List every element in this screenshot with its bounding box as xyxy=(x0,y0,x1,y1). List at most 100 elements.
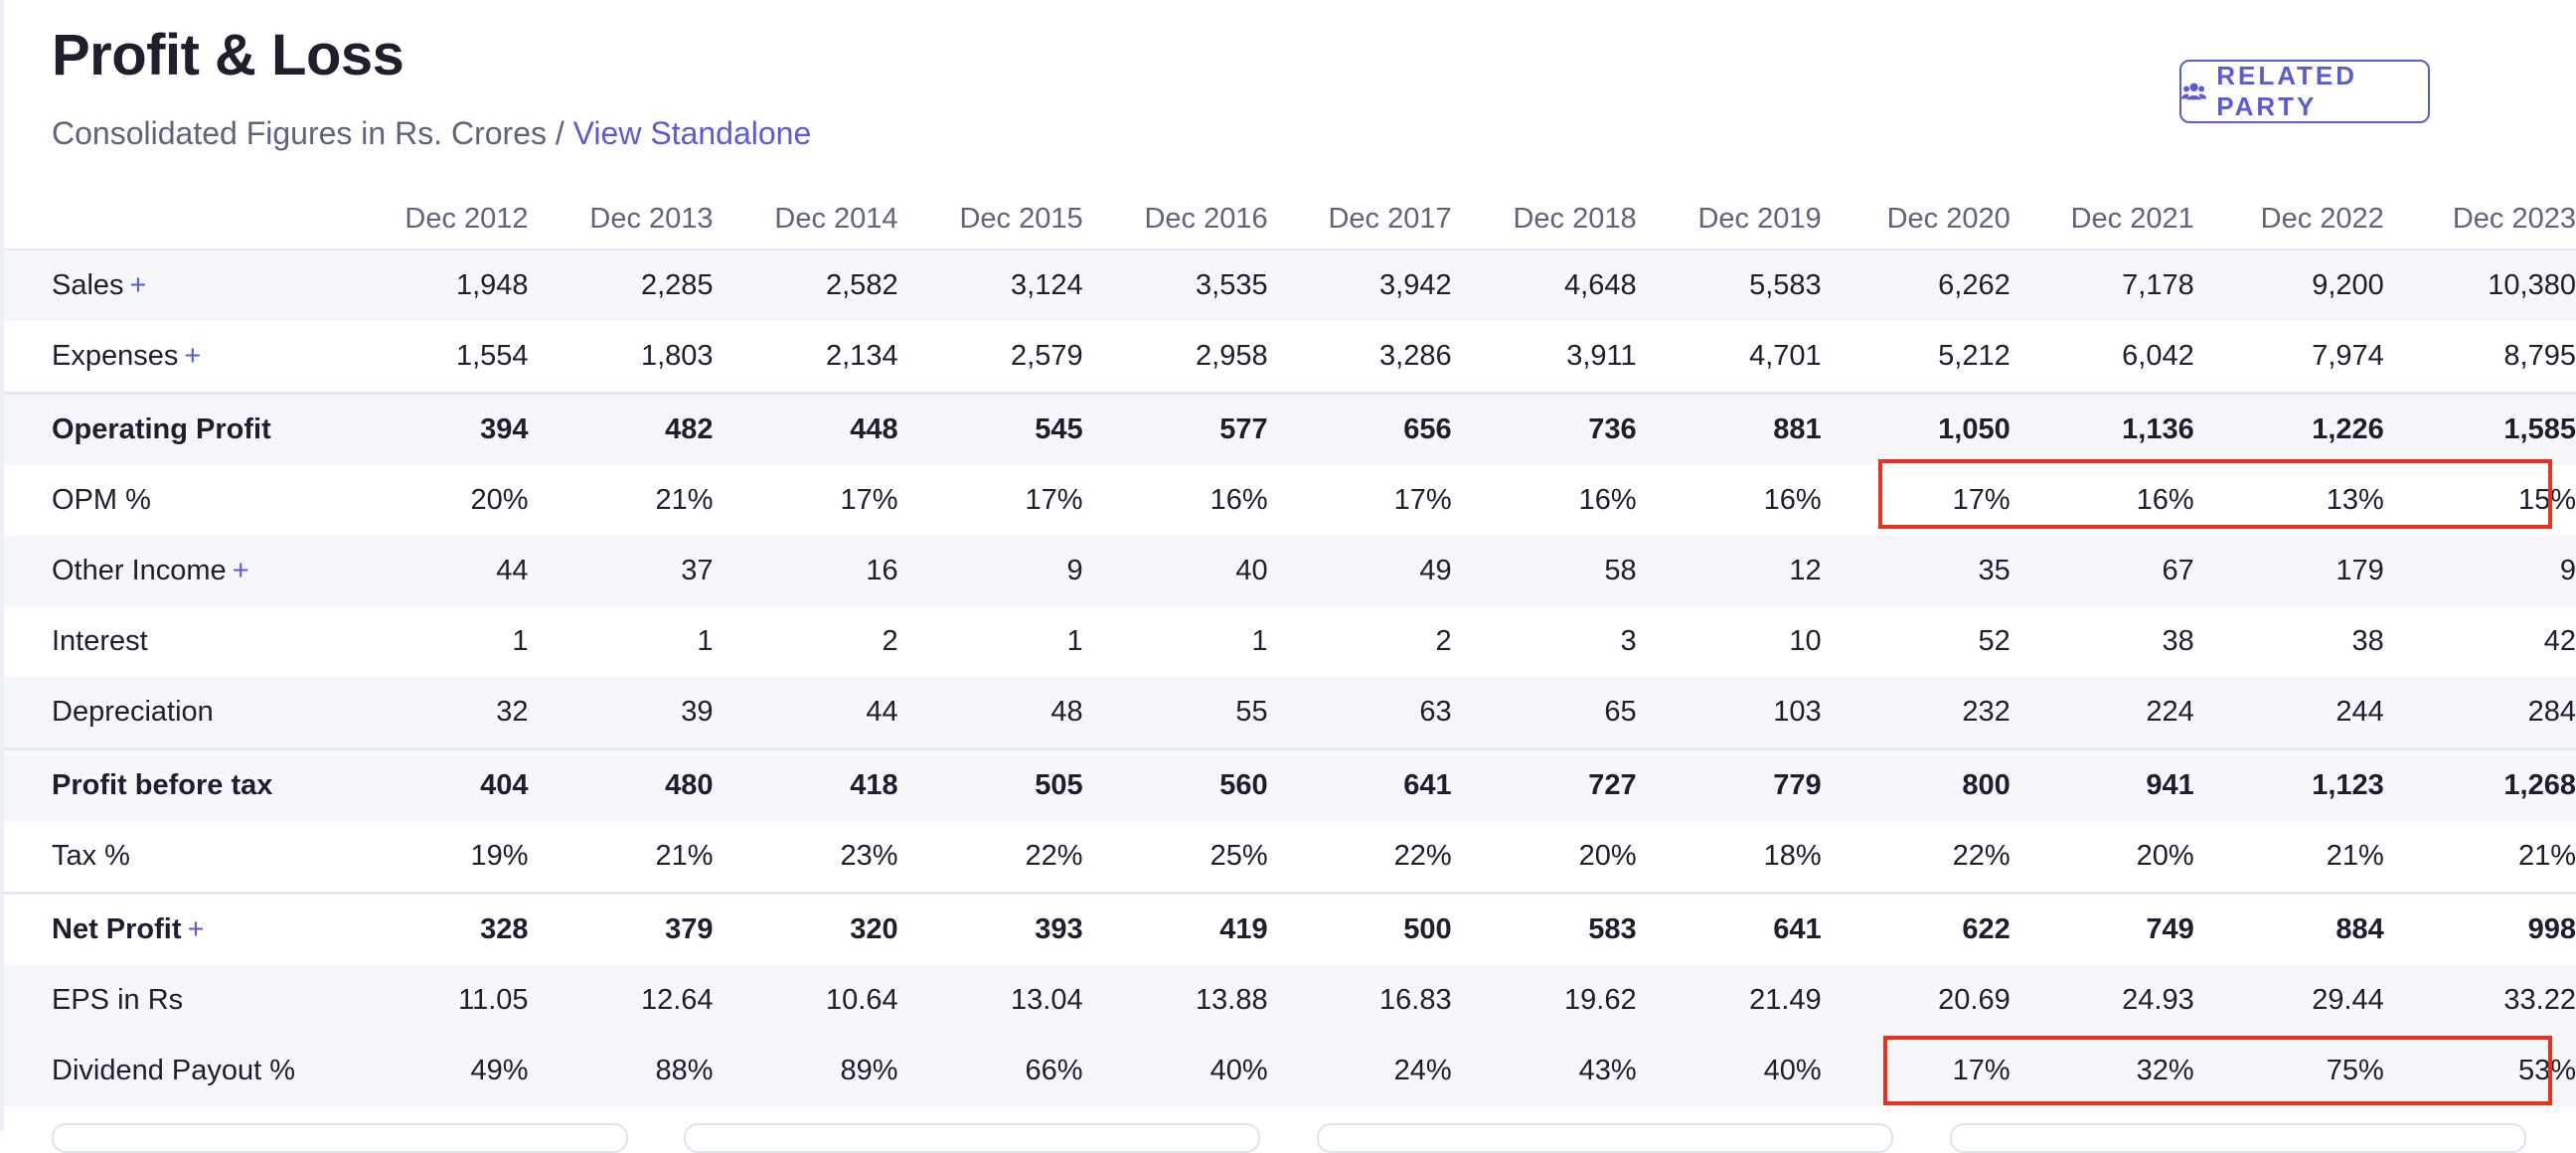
table-row: Operating Profit 394 482 448 545 577 656 736 881… xyxy=(4,392,2576,465)
card-stub xyxy=(1317,1123,1893,1153)
row-label[interactable]: Expenses + xyxy=(4,321,345,394)
year-header: Dec 2016 xyxy=(1082,189,1268,250)
table-cell: 1 xyxy=(512,625,529,657)
row-label[interactable]: Sales + xyxy=(4,249,345,321)
table-cell: 20% xyxy=(470,484,529,516)
row-label: Depreciation xyxy=(4,677,345,749)
users-icon xyxy=(2181,82,2207,100)
row-label[interactable]: Other Income + xyxy=(4,536,345,606)
table-row: EPS in Rs 11.05 12.64 10.64 13.04 13.88 16.83 1… xyxy=(4,965,2576,1036)
row-label: OPM % xyxy=(4,465,345,536)
table-cell: 13% xyxy=(2326,484,2384,516)
expand-plus-icon[interactable]: + xyxy=(232,555,249,586)
table-cell: 75% xyxy=(2193,1036,2384,1106)
table-cell: 103 xyxy=(1636,677,1822,749)
table-cell: 44 xyxy=(344,536,529,606)
table-cell: 17% xyxy=(1821,1036,2011,1106)
row-label-text: Dividend Payout % xyxy=(52,1055,296,1086)
table-cell: 67 xyxy=(2010,536,2194,606)
row-label-text: Net Profit xyxy=(52,913,182,945)
table-cell: 9 xyxy=(897,536,1083,606)
view-standalone-link[interactable]: View Standalone xyxy=(572,115,812,151)
table-cell: 17% xyxy=(1952,484,2011,516)
table-cell: 394 xyxy=(344,392,529,465)
table-cell: 4,648 xyxy=(1451,249,1637,321)
table-cell: 40% xyxy=(1082,1036,1268,1106)
table-cell: 13.04 xyxy=(897,965,1083,1036)
table-header-row: Dec 2012 Dec 2013 Dec 2014 Dec 2015 Dec … xyxy=(4,189,2576,250)
card-stub xyxy=(684,1123,1260,1153)
table-cell: 5,212 xyxy=(1938,340,2011,372)
expand-plus-icon[interactable]: + xyxy=(184,340,202,372)
table-cell: 22% xyxy=(1025,840,1083,872)
table-cell: 16% xyxy=(1578,484,1637,516)
year-header: Dec 2020 xyxy=(1821,189,2011,250)
table-row: Interest 1 1 2 1 1 2 3 10 52 38 38 42 xyxy=(4,606,2576,677)
opm-highlight-box xyxy=(1878,459,2552,529)
table-cell: 998 xyxy=(2383,892,2576,965)
table-cell: 17% xyxy=(1025,484,1083,516)
table-row: Dividend Payout % 49% 88% 89% 66% 40% 24% 43% 40… xyxy=(4,1036,2576,1106)
table-cell: 20.69 xyxy=(1821,965,2011,1036)
table-cell: 19.62 xyxy=(1451,965,1637,1036)
table-cell: 18% xyxy=(1763,840,1822,872)
table-cell: 779 xyxy=(1636,747,1822,821)
table-cell: 19% xyxy=(470,840,529,872)
expand-plus-icon[interactable]: + xyxy=(129,269,147,301)
table-cell: 1 xyxy=(697,625,714,657)
table-cell: 52 xyxy=(1978,625,2011,657)
table-cell: 16 xyxy=(713,536,898,606)
subtitle: Consolidated Figures in Rs. Crores / Vie… xyxy=(52,115,811,152)
table-cell: 727 xyxy=(1451,747,1637,821)
table-cell: 1,585 xyxy=(2383,392,2576,465)
table-row[interactable]: Sales +1,948 2,285 2,582 3,124 3,535 3,942 4,64… xyxy=(4,249,2576,321)
table-cell: 10.64 xyxy=(713,965,898,1036)
table-cell: 480 xyxy=(528,747,714,821)
table-cell: 583 xyxy=(1451,892,1637,965)
expand-plus-icon[interactable]: + xyxy=(187,913,205,945)
table-cell: 1,050 xyxy=(1821,392,2011,465)
row-label-text: Sales xyxy=(52,269,124,301)
row-label-text: Other Income xyxy=(52,555,227,586)
table-cell: 38 xyxy=(2351,625,2384,657)
table-cell: 577 xyxy=(1082,392,1268,465)
table-cell: 6,042 xyxy=(2122,340,2194,372)
table-cell: 11.05 xyxy=(344,965,529,1036)
table-cell: 16% xyxy=(2136,484,2194,516)
year-header: Dec 2014 xyxy=(713,189,898,250)
year-header: Dec 2017 xyxy=(1267,189,1452,250)
row-label[interactable]: Net Profit + xyxy=(4,892,345,965)
table-cell: 17% xyxy=(1393,484,1452,516)
table-cell: 641 xyxy=(1636,892,1822,965)
table-cell: 9 xyxy=(2383,536,2576,606)
table-cell: 89% xyxy=(713,1036,898,1106)
table-row[interactable]: Expenses +1,554 1,803 2,134 2,579 2,958 3,286 3… xyxy=(4,321,2576,394)
subtitle-text: Consolidated Figures in Rs. Crores / xyxy=(52,115,564,151)
table-row: Tax % 19% 21% 23% 22% 25% 22% 20% 18% 22% 20% 21% 21… xyxy=(4,821,2576,894)
table-cell: 482 xyxy=(528,392,714,465)
table-cell: 224 xyxy=(2010,677,2194,749)
table-cell: 3,942 xyxy=(1267,249,1452,321)
row-label-text: Operating Profit xyxy=(52,413,271,445)
table-cell: 3 xyxy=(1620,625,1637,657)
table-cell: 33.22 xyxy=(2383,965,2576,1036)
year-header: Dec 2015 xyxy=(897,189,1083,250)
row-label-text: Depreciation xyxy=(52,696,214,728)
table-row[interactable]: Net Profit +328 379 320 393 419 500 583 641 622 74… xyxy=(4,892,2576,965)
related-party-button[interactable]: RELATED PARTY xyxy=(2179,60,2430,123)
table-cell: 2 xyxy=(1435,625,1452,657)
table-cell: 7,178 xyxy=(2010,249,2194,321)
table-cell: 8,795 xyxy=(2503,340,2576,372)
table-cell: 2,958 xyxy=(1196,340,1268,372)
table-cell: 24.93 xyxy=(2010,965,2194,1036)
table-row[interactable]: Other Income +44 37 16 9 40 49 58 12 35 67 179 9 xyxy=(4,536,2576,606)
table-cell: 21% xyxy=(655,840,714,872)
dividend-highlight-box xyxy=(1883,1036,2552,1105)
table-cell: 622 xyxy=(1821,892,2011,965)
table-cell: 641 xyxy=(1267,747,1452,821)
table-cell: 1,268 xyxy=(2383,747,2576,821)
table-cell: 881 xyxy=(1636,392,1822,465)
table-row: Depreciation 32 39 44 48 55 63 65 103 232 224 244 28… xyxy=(4,677,2576,749)
table-cell: 505 xyxy=(897,747,1083,821)
row-label: Interest xyxy=(4,606,345,677)
